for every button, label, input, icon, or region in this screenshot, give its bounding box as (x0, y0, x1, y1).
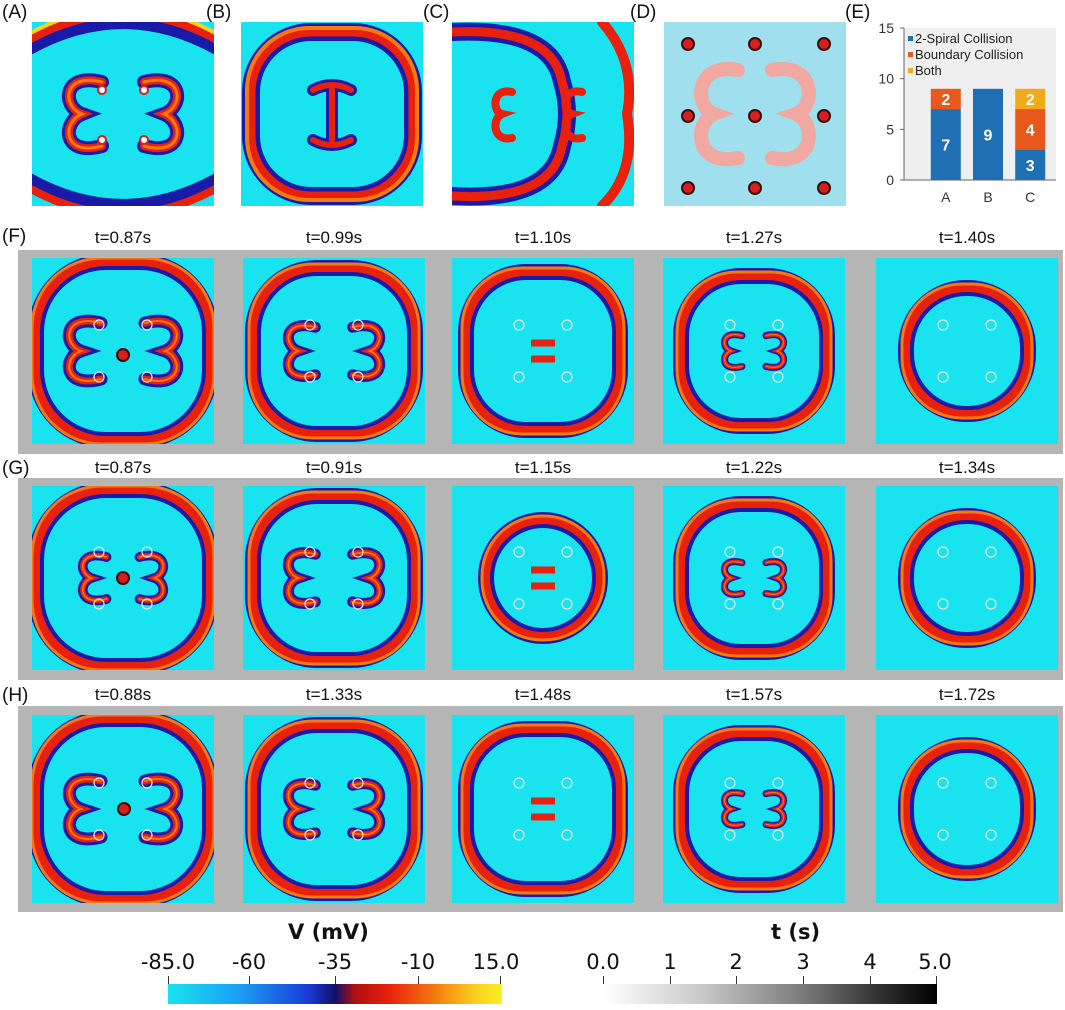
panel-label-d: (D) (630, 2, 657, 23)
voltage-tick-2: -35 (317, 950, 353, 974)
chart-e-ytick-0: 0 (886, 172, 894, 188)
time-label-g-1: t=0.87s (94, 458, 152, 477)
time-tickmark-0 (603, 976, 604, 984)
chart-e-legend-swatch-1 (908, 52, 913, 57)
time-tick-2: 2 (729, 950, 743, 974)
chart-e-bar-a-0 (930, 109, 961, 180)
simulation-frame-h-5 (876, 715, 1058, 903)
voltage-tick-3: -10 (400, 950, 436, 974)
time-tickmark-5 (936, 976, 937, 984)
voltage-tick-0: -85.0 (140, 950, 196, 974)
voltage-tick-4: 15.0 (472, 950, 520, 974)
voltage-tickmark-4 (500, 976, 501, 984)
simulation-frame-f-2 (243, 258, 425, 444)
time-label-g-5: t=1.34s (938, 458, 996, 477)
simulation-frame-f-5 (876, 258, 1058, 444)
time-label-f-2: t=0.99s (305, 228, 363, 247)
simulation-frame-h-1 (32, 715, 214, 903)
time-label-h-1: t=0.88s (94, 685, 152, 704)
time-label-g-4: t=1.22s (725, 458, 783, 477)
chart-e-data-label-c-2: 2 (1026, 92, 1035, 109)
chart-e-ytick-1: 5 (886, 121, 894, 137)
panel-label-g: (G) (2, 458, 30, 479)
time-label-f-1: t=0.87s (94, 228, 152, 247)
chart-e-ytick-3: 15 (878, 20, 894, 36)
chart-e-legend-label-1: Boundary Collision (915, 47, 1023, 62)
panel-label-b: (B) (206, 2, 232, 23)
time-label-h-3: t=1.48s (514, 685, 572, 704)
panel-d-pacing-sites (664, 22, 846, 206)
voltage-tick-1: -60 (231, 950, 267, 974)
chart-e-data-label-b-0: 9 (984, 127, 993, 144)
time-colorbar-title: t (s) (771, 920, 821, 944)
time-label-f-4: t=1.27s (725, 228, 783, 247)
time-tickmark-1 (670, 976, 671, 984)
time-tick-5: 5.0 (918, 950, 952, 974)
voltage-tickmark-0 (168, 976, 169, 984)
chart-e-bar-b-0 (973, 88, 1003, 180)
time-tickmark-2 (736, 976, 737, 984)
chart-e-ytick-2: 10 (878, 71, 894, 87)
panel-label-e: (E) (845, 2, 871, 23)
panel-label-h: (H) (2, 685, 29, 706)
chart-e-bar-c-0 (1015, 149, 1046, 180)
chart-e-data-label-c-0: 3 (1026, 158, 1035, 175)
voltage-colorbar-title: V (mV) (288, 920, 369, 944)
time-label-h-2: t=1.33s (305, 685, 363, 704)
time-label-f-5: t=1.40s (938, 228, 996, 247)
time-label-h-4: t=1.57s (725, 685, 783, 704)
simulation-frame-f-1 (32, 258, 214, 444)
panel-a-simulation (32, 22, 214, 206)
chart-e-legend-label-0: 2-Spiral Collision (915, 31, 1013, 46)
chart-e-bar-c-2 (1015, 88, 1046, 110)
time-tick-1: 1 (663, 950, 677, 974)
simulation-frame-f-4 (663, 258, 845, 444)
chart-e-xtick-a: A (941, 189, 951, 205)
voltage-tickmark-2 (335, 976, 336, 984)
panel-e-stacked-bar-chart: 0 5 10 15 7 2 A 9 B 3 4 2 C 2-Spiral CollisionBoundar… (878, 20, 1056, 205)
simulation-frame-g-2 (243, 486, 425, 670)
chart-e-data-label-a-1: 2 (941, 92, 950, 109)
panel-c-simulation (452, 22, 634, 206)
time-label-g-2: t=0.91s (305, 458, 363, 477)
simulation-frame-g-5 (876, 486, 1058, 670)
simulation-frame-h-3 (452, 715, 634, 903)
chart-e-bar-c-1 (1015, 109, 1046, 150)
time-tick-3: 3 (796, 950, 810, 974)
simulation-frame-h-2 (243, 715, 425, 903)
voltage-tickmark-3 (418, 976, 419, 984)
voltage-colorbar (168, 984, 502, 1004)
time-tickmark-3 (803, 976, 804, 984)
time-tick-4: 4 (863, 950, 877, 974)
simulation-frame-g-1 (32, 486, 214, 670)
simulation-frame-g-4 (663, 486, 845, 670)
time-tickmark-4 (870, 976, 871, 984)
voltage-tickmark-1 (249, 976, 250, 984)
chart-e-data-label-c-1: 4 (1026, 122, 1035, 139)
chart-e-legend-label-2: Both (915, 63, 942, 78)
simulation-frame-f-3 (452, 258, 634, 444)
chart-e-xtick-c: C (1025, 189, 1035, 205)
chart-e-xtick-b: B (983, 189, 992, 205)
simulation-frame-h-4 (663, 715, 845, 903)
chart-e-data-label-a-0: 7 (941, 138, 950, 155)
chart-e-bar-a-1 (930, 88, 961, 110)
panel-b-simulation (241, 22, 423, 206)
chart-e-legend-swatch-2 (908, 68, 913, 73)
panel-label-f: (F) (2, 226, 27, 247)
time-label-g-3: t=1.15s (514, 458, 572, 477)
time-tick-0: 0.0 (586, 950, 620, 974)
panel-label-a: (A) (2, 2, 28, 23)
panel-label-c: (C) (423, 2, 450, 23)
simulation-frame-g-3 (452, 486, 634, 670)
time-label-h-5: t=1.72s (938, 685, 996, 704)
chart-e-legend-swatch-0 (908, 36, 913, 41)
time-label-f-3: t=1.10s (514, 228, 572, 247)
time-colorbar (603, 984, 937, 1004)
